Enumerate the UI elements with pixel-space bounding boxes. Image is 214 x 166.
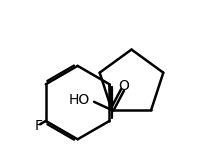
Text: O: O	[118, 79, 129, 93]
Text: HO: HO	[69, 93, 90, 107]
Text: F: F	[34, 119, 43, 133]
